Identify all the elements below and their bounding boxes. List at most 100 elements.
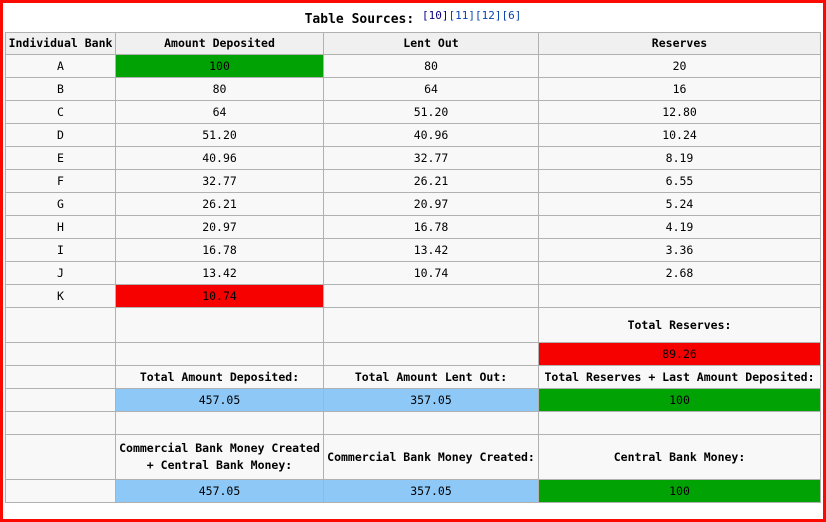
header-row: Individual Bank Amount Deposited Lent Ou… bbox=[5, 32, 821, 55]
bank-row: D 51.20 40.96 10.24 bbox=[5, 123, 821, 147]
lent-out-cell: 16.78 bbox=[323, 215, 539, 239]
bank-row: C 64 51.20 12.80 bbox=[5, 100, 821, 124]
empty-cell bbox=[5, 411, 116, 435]
column-header-amount-deposited: Amount Deposited bbox=[115, 32, 324, 55]
individual-bank-cell: A bbox=[5, 54, 116, 78]
empty-cell bbox=[538, 411, 821, 435]
reserves-cell: 20 bbox=[538, 54, 821, 78]
bank-row: J 13.42 10.74 2.68 bbox=[5, 261, 821, 285]
reference-link-6[interactable]: [6] bbox=[501, 9, 522, 22]
reference-link-11[interactable]: [11] bbox=[448, 9, 476, 22]
individual-bank-cell: F bbox=[5, 169, 116, 193]
totals-label-row: Total Amount Deposited: Total Amount Len… bbox=[5, 365, 821, 389]
total-reserves-value: 89.26 bbox=[538, 342, 821, 366]
fractional-reserve-table: Individual Bank Amount Deposited Lent Ou… bbox=[5, 32, 821, 503]
amount-deposited-cell: 16.78 bbox=[115, 238, 324, 262]
lent-out-cell: 51.20 bbox=[323, 100, 539, 124]
commercial-bank-money-created-label: Commercial Bank Money Created: bbox=[323, 434, 539, 480]
money-value-row: 457.05 357.05 100 bbox=[5, 479, 821, 503]
total-reserves-label: Total Reserves: bbox=[538, 307, 821, 343]
empty-cell bbox=[115, 411, 324, 435]
empty-cell bbox=[115, 307, 324, 343]
commercial-plus-central-money-value: 457.05 bbox=[115, 479, 324, 503]
reserves-cell: 8.19 bbox=[538, 146, 821, 170]
bank-rows: A 100 80 20 B 80 64 16 C 64 51.20 12.80 … bbox=[5, 54, 821, 308]
bank-row: E 40.96 32.77 8.19 bbox=[5, 146, 821, 170]
amount-deposited-cell: 13.42 bbox=[115, 261, 324, 285]
empty-cell bbox=[5, 365, 116, 389]
reference-links: [10][11][12][6] bbox=[422, 9, 522, 27]
lent-out-cell: 64 bbox=[323, 77, 539, 101]
bank-row: G 26.21 20.97 5.24 bbox=[5, 192, 821, 216]
bank-row: H 20.97 16.78 4.19 bbox=[5, 215, 821, 239]
empty-cell bbox=[5, 388, 116, 412]
lent-out-cell: 40.96 bbox=[323, 123, 539, 147]
empty-cell bbox=[323, 411, 539, 435]
bank-row: F 32.77 26.21 6.55 bbox=[5, 169, 821, 193]
empty-cell bbox=[115, 342, 324, 366]
reserves-cell: 2.68 bbox=[538, 261, 821, 285]
bank-row: A 100 80 20 bbox=[5, 54, 821, 78]
lent-out-cell: 10.74 bbox=[323, 261, 539, 285]
empty-cell bbox=[5, 479, 116, 503]
central-bank-money-value: 100 bbox=[538, 479, 821, 503]
total-reserves-value-row: 89.26 bbox=[5, 342, 821, 366]
table-sources-caption: Table Sources: [10][11][12][6] bbox=[3, 3, 823, 32]
individual-bank-cell: K bbox=[5, 284, 116, 308]
reserves-plus-last-deposit-label: Total Reserves + Last Amount Deposited: bbox=[538, 365, 821, 389]
empty-cell bbox=[5, 342, 116, 366]
reserves-cell bbox=[538, 284, 821, 308]
amount-deposited-cell: 32.77 bbox=[115, 169, 324, 193]
reserves-cell: 4.19 bbox=[538, 215, 821, 239]
amount-deposited-cell: 40.96 bbox=[115, 146, 324, 170]
amount-deposited-cell: 80 bbox=[115, 77, 324, 101]
reserves-cell: 5.24 bbox=[538, 192, 821, 216]
total-reserves-label-row: Total Reserves: bbox=[5, 307, 821, 343]
amount-deposited-cell: 20.97 bbox=[115, 215, 324, 239]
central-bank-money-label: Central Bank Money: bbox=[538, 434, 821, 480]
column-header-individual-bank: Individual Bank bbox=[5, 32, 116, 55]
individual-bank-cell: E bbox=[5, 146, 116, 170]
amount-deposited-cell: 64 bbox=[115, 100, 324, 124]
commercial-plus-central-money-label: Commercial Bank Money Created + Central … bbox=[115, 434, 324, 480]
lent-out-cell: 80 bbox=[323, 54, 539, 78]
total-amount-lent-out-value: 357.05 bbox=[323, 388, 539, 412]
spacer-row bbox=[5, 411, 821, 435]
column-header-reserves: Reserves bbox=[538, 32, 821, 55]
money-label-row: Commercial Bank Money Created + Central … bbox=[5, 434, 821, 480]
amount-deposited-cell: 51.20 bbox=[115, 123, 324, 147]
individual-bank-cell: I bbox=[5, 238, 116, 262]
lent-out-cell bbox=[323, 284, 539, 308]
individual-bank-cell: C bbox=[5, 100, 116, 124]
reserves-plus-last-deposit-value: 100 bbox=[538, 388, 821, 412]
reserves-cell: 10.24 bbox=[538, 123, 821, 147]
reference-link-12[interactable]: [12] bbox=[475, 9, 502, 22]
empty-cell bbox=[5, 307, 116, 343]
amount-deposited-cell: 26.21 bbox=[115, 192, 324, 216]
lent-out-cell: 20.97 bbox=[323, 192, 539, 216]
reference-link-10[interactable]: [10] bbox=[422, 9, 449, 22]
empty-cell bbox=[323, 307, 539, 343]
reserves-cell: 3.36 bbox=[538, 238, 821, 262]
reserves-cell: 12.80 bbox=[538, 100, 821, 124]
totals-value-row: 457.05 357.05 100 bbox=[5, 388, 821, 412]
amount-deposited-cell: 100 bbox=[115, 54, 324, 78]
table-sources-label: Table Sources: bbox=[304, 12, 415, 27]
lent-out-cell: 26.21 bbox=[323, 169, 539, 193]
individual-bank-cell: G bbox=[5, 192, 116, 216]
lent-out-cell: 13.42 bbox=[323, 238, 539, 262]
individual-bank-cell: H bbox=[5, 215, 116, 239]
commercial-bank-money-created-value: 357.05 bbox=[323, 479, 539, 503]
bank-row: I 16.78 13.42 3.36 bbox=[5, 238, 821, 262]
lent-out-cell: 32.77 bbox=[323, 146, 539, 170]
individual-bank-cell: B bbox=[5, 77, 116, 101]
reserves-cell: 16 bbox=[538, 77, 821, 101]
column-header-lent-out: Lent Out bbox=[323, 32, 539, 55]
bank-row: K 10.74 bbox=[5, 284, 821, 308]
individual-bank-cell: D bbox=[5, 123, 116, 147]
total-amount-lent-out-label: Total Amount Lent Out: bbox=[323, 365, 539, 389]
reserves-cell: 6.55 bbox=[538, 169, 821, 193]
total-amount-deposited-label: Total Amount Deposited: bbox=[115, 365, 324, 389]
total-amount-deposited-value: 457.05 bbox=[115, 388, 324, 412]
